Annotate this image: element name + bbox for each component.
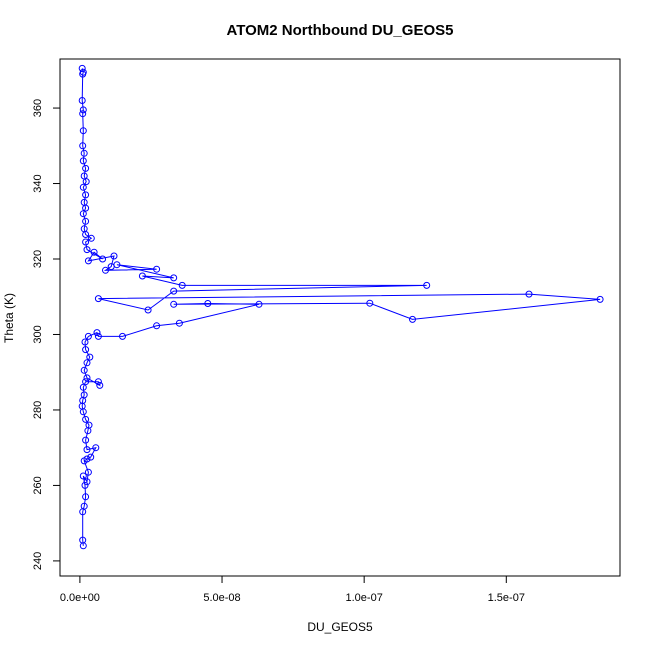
data-point xyxy=(82,493,90,501)
data-point xyxy=(82,191,90,199)
x-tick-label: 1.5e-07 xyxy=(488,592,525,604)
data-point xyxy=(170,300,178,308)
data-point xyxy=(79,127,87,135)
y-tick-label: 360 xyxy=(32,99,44,117)
data-point xyxy=(80,172,88,180)
data-point xyxy=(83,455,91,463)
data-point xyxy=(144,306,152,314)
data-point xyxy=(90,248,98,256)
data-point xyxy=(79,536,87,544)
y-axis-label: Theta (K) xyxy=(2,293,16,343)
data-point xyxy=(79,106,87,114)
data-point xyxy=(96,381,104,389)
data-point xyxy=(81,338,89,346)
data-point xyxy=(153,322,161,330)
data-point xyxy=(85,421,93,429)
data-point xyxy=(107,263,115,271)
data-point xyxy=(86,353,94,361)
data-point xyxy=(83,478,91,486)
data-point xyxy=(82,378,90,386)
y-axis: 240 260 280 300 320 340 360 xyxy=(32,99,61,570)
data-point xyxy=(79,183,87,191)
data-point xyxy=(102,266,109,274)
x-axis-label: DU_GEOS5 xyxy=(307,620,373,634)
data-point xyxy=(525,290,533,298)
data-point xyxy=(80,149,88,157)
data-point xyxy=(110,252,118,260)
data-point xyxy=(79,110,87,118)
data-point xyxy=(94,378,102,386)
data-point xyxy=(83,374,91,382)
data-point xyxy=(82,346,90,354)
data-point xyxy=(79,68,87,76)
data-point xyxy=(83,359,91,367)
data-point xyxy=(170,287,178,295)
data-point xyxy=(596,295,604,303)
y-tick-label: 300 xyxy=(32,325,44,343)
data-point xyxy=(78,97,86,104)
data-point xyxy=(81,481,89,489)
data-point xyxy=(82,217,90,225)
data-point xyxy=(99,255,107,263)
y-tick-label: 280 xyxy=(32,401,44,419)
x-axis: 0.0e+00 5.0e-08 1.0e-07 1.5e-07 xyxy=(60,575,525,604)
data-point xyxy=(119,332,126,340)
x-tick-label: 1.0e-07 xyxy=(346,592,383,604)
y-tick-label: 260 xyxy=(32,476,44,494)
data-point xyxy=(83,246,91,254)
data-point xyxy=(87,234,95,242)
data-point xyxy=(92,444,100,452)
data-point xyxy=(78,64,86,72)
data-point xyxy=(80,391,88,399)
data-point xyxy=(178,281,186,289)
y-tick-label: 240 xyxy=(32,552,44,570)
data-point xyxy=(94,295,102,303)
chart-title: ATOM2 Northbound DU_GEOS5 xyxy=(227,22,454,39)
data-point xyxy=(80,225,88,233)
data-point xyxy=(255,300,263,308)
data-point xyxy=(80,198,88,206)
data-point xyxy=(82,415,90,423)
x-tick-label: 5.0e-08 xyxy=(203,592,240,604)
data-point xyxy=(82,436,90,444)
data-point xyxy=(138,272,146,280)
data-point xyxy=(93,329,101,337)
data-point xyxy=(79,472,87,480)
x-tick-label: 0.0e+00 xyxy=(60,592,100,604)
data-point xyxy=(84,468,92,476)
data-point xyxy=(84,332,92,340)
data-point xyxy=(153,265,161,273)
data-point xyxy=(87,453,95,461)
data-point xyxy=(80,502,88,510)
data-point xyxy=(94,332,102,340)
data-point xyxy=(204,300,212,307)
data-point xyxy=(82,164,90,172)
data-point xyxy=(409,315,416,323)
data-point xyxy=(79,142,87,150)
data-point xyxy=(423,281,431,289)
series-line xyxy=(81,68,601,546)
data-point xyxy=(79,157,87,165)
data-point xyxy=(80,366,88,374)
series-layer xyxy=(78,64,604,550)
data-point xyxy=(170,274,178,282)
data-point xyxy=(83,446,91,454)
data-point xyxy=(366,299,374,307)
data-point xyxy=(84,257,92,265)
y-tick-label: 340 xyxy=(32,174,44,192)
data-point xyxy=(175,319,183,327)
data-point xyxy=(82,238,90,246)
y-tick-label: 320 xyxy=(32,250,44,268)
